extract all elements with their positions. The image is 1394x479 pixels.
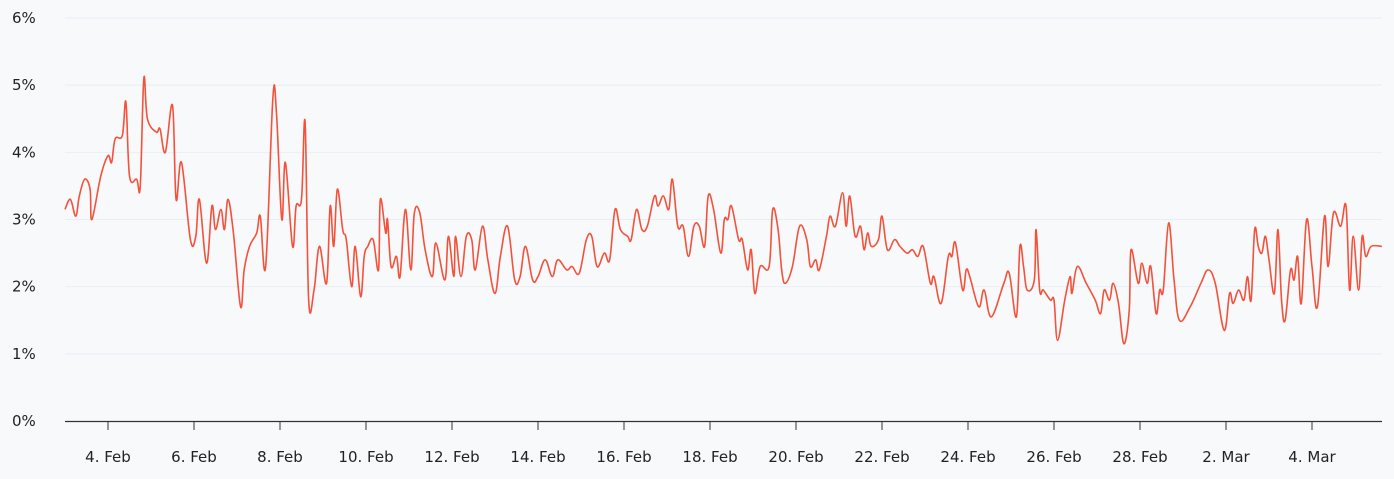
series-line — [64, 75, 1382, 345]
x-tick-label: 8. Feb — [257, 448, 303, 466]
x-tick-label: 6. Feb — [171, 448, 217, 466]
x-tick-label: 16. Feb — [596, 448, 651, 466]
x-tick-label: 4. Feb — [85, 448, 131, 466]
x-tick-label: 10. Feb — [338, 448, 393, 466]
x-tick-label: 12. Feb — [424, 448, 479, 466]
x-tick-label: 20. Feb — [768, 448, 823, 466]
x-tick-label: 2. Mar — [1202, 448, 1250, 466]
x-tick-label: 18. Feb — [682, 448, 737, 466]
x-tick-label: 28. Feb — [1112, 448, 1167, 466]
x-tick-label: 22. Feb — [854, 448, 909, 466]
y-axis: 0% 1% 2% 3% 4% 5% 6% — [12, 9, 36, 430]
x-tick-label: 14. Feb — [510, 448, 565, 466]
y-tick-label: 5% — [12, 76, 36, 94]
x-tick-label: 24. Feb — [940, 448, 995, 466]
x-axis: 4. Feb 6. Feb 8. Feb 10. Feb 12. Feb 14. Feb 1… — [65, 420, 1382, 466]
series-area — [64, 75, 1382, 345]
y-tick-label: 3% — [12, 211, 36, 229]
y-tick-label: 6% — [12, 9, 36, 27]
y-tick-label: 4% — [12, 143, 36, 161]
x-tick-label: 26. Feb — [1026, 448, 1081, 466]
x-tick-label: 4. Mar — [1288, 448, 1336, 466]
y-tick-label: 0% — [12, 412, 36, 430]
y-tick-label: 1% — [12, 345, 36, 363]
y-tick-label: 2% — [12, 278, 36, 296]
gridlines — [65, 17, 1382, 355]
